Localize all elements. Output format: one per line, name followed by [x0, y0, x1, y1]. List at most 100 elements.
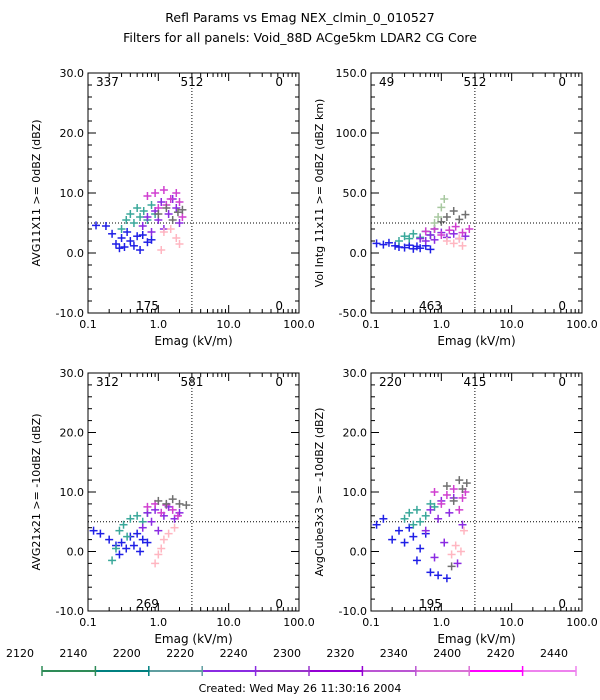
plot-frame	[87, 72, 300, 314]
data-point	[159, 535, 168, 544]
data-point	[133, 204, 142, 212]
data-point	[437, 203, 446, 212]
series-6	[157, 225, 184, 254]
data-point	[445, 226, 454, 235]
data-point	[421, 237, 430, 245]
data-point	[458, 485, 467, 494]
y-tick-label: 20.0	[343, 427, 368, 440]
data-point	[434, 514, 443, 523]
data-point	[126, 514, 135, 523]
data-point	[426, 568, 435, 577]
data-point	[449, 485, 458, 494]
count-bottom-mid: 175	[136, 299, 159, 313]
data-point	[440, 195, 449, 203]
y-tick-label: 150.0	[336, 67, 368, 80]
colorbar-label: 2140	[59, 647, 87, 660]
data-point	[120, 243, 129, 251]
x-axis-label: Emag (kV/m)	[437, 632, 515, 646]
x-tick-label: 100.0	[283, 318, 315, 331]
x-tick-label: 0.1	[79, 318, 97, 331]
y-axis-label: AVG11X11 >= 0dBZ (dBZ)	[30, 119, 43, 266]
y-axis-label: AvgCube3x3 >= -10dBZ (dBZ)	[313, 408, 326, 577]
x-tick-label: 10.0	[499, 318, 524, 331]
series-2	[108, 508, 152, 565]
data-point	[459, 526, 468, 535]
count-top-mid: 512	[463, 75, 486, 89]
y-tick-label: 10.0	[60, 187, 85, 200]
x-tick-label: 10.0	[216, 318, 241, 331]
data-point	[172, 189, 181, 197]
count-top-mid: 512	[180, 75, 203, 89]
data-point	[111, 240, 120, 248]
data-point	[108, 229, 117, 238]
x-tick-label: 10.0	[499, 616, 524, 629]
data-point	[458, 228, 467, 237]
data-point	[430, 553, 439, 562]
series-6	[447, 526, 468, 559]
data-point	[426, 231, 435, 239]
data-point	[442, 237, 451, 245]
y-tick-label: 100.0	[336, 127, 368, 140]
data-point	[178, 205, 187, 214]
data-point	[175, 198, 184, 206]
series-2	[117, 201, 160, 233]
scatter-panel-4: 0.1 1.0 10.0 100.0 -10.0 0.0 10.0 20.0 30.0 Emag …	[313, 367, 598, 646]
data-point	[115, 244, 124, 253]
data-point	[136, 547, 145, 556]
data-point	[170, 523, 179, 532]
count-top-right: 0	[275, 75, 283, 89]
y-tick-label: 0.0	[350, 247, 368, 260]
colorbar-label: 2200	[113, 647, 141, 660]
data-point	[129, 541, 138, 550]
x-axis-label: Emag (kV/m)	[437, 334, 515, 348]
data-point	[453, 559, 462, 568]
series-5	[154, 495, 191, 510]
data-point	[138, 535, 147, 544]
count-bottom-mid: 463	[419, 299, 442, 313]
data-point	[437, 499, 446, 508]
x-axis-label: Emag (kV/m)	[154, 632, 232, 646]
data-point	[405, 508, 414, 517]
data-point	[175, 219, 184, 227]
series-1	[92, 221, 156, 254]
data-point	[138, 523, 147, 532]
y-tick-label: -50.0	[339, 307, 367, 320]
data-point	[166, 225, 175, 233]
data-point	[143, 192, 152, 200]
count-bottom-mid: 195	[419, 597, 442, 611]
data-point	[123, 228, 132, 236]
data-point	[412, 505, 421, 514]
data-point	[465, 225, 474, 233]
colorbar-label: 2400	[433, 647, 461, 660]
data-point	[164, 210, 173, 218]
x-tick-label: 100.0	[566, 616, 598, 629]
data-point	[400, 243, 409, 252]
series-3	[421, 493, 467, 568]
data-point	[157, 544, 166, 553]
data-point	[442, 574, 451, 583]
data-point	[394, 237, 403, 245]
data-point	[458, 241, 467, 250]
data-point	[462, 479, 471, 488]
data-point	[143, 213, 152, 221]
series-4	[143, 499, 182, 520]
data-point	[178, 213, 187, 221]
data-point	[455, 234, 464, 243]
data-point	[451, 541, 460, 550]
data-point	[426, 505, 435, 514]
data-point	[122, 216, 131, 224]
count-bottom-right: 0	[275, 597, 283, 611]
y-tick-label: 10.0	[60, 486, 85, 499]
series-4	[143, 186, 187, 221]
y-tick-label: -10.0	[339, 605, 367, 618]
data-point	[175, 240, 184, 248]
data-point	[430, 488, 439, 496]
data-point	[133, 511, 142, 520]
data-point	[157, 508, 166, 517]
chart-subtitle: Filters for all panels: Void_88D ACge5km…	[123, 30, 477, 45]
x-tick-label: 1.0	[150, 318, 168, 331]
x-tick-label: 0.1	[362, 318, 380, 331]
count-top-right: 0	[558, 375, 566, 389]
data-point	[115, 526, 124, 535]
